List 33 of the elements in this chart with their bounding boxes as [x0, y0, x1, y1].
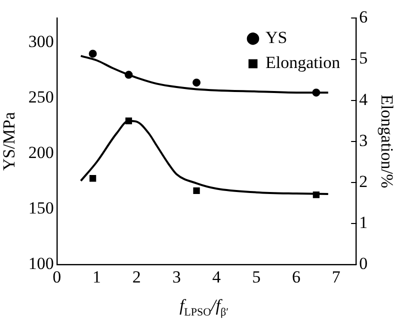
point: [312, 88, 320, 97]
point: [193, 187, 200, 194]
x-tick-label: 0: [52, 267, 62, 286]
y2-tick-label: 1: [359, 213, 368, 232]
y-tick-label: 200: [28, 143, 54, 162]
legend-label: YS: [266, 28, 288, 48]
y-tick-label: 150: [28, 198, 54, 218]
y2-axis-title: Elongation/%: [377, 94, 396, 188]
y2-tick-label: 6: [359, 8, 368, 27]
point: [88, 50, 97, 58]
x-tick-label: 1: [92, 267, 102, 286]
y-axis-title: YS/MPa: [0, 112, 19, 171]
legend-label: Elongation: [266, 53, 341, 72]
y2-tick-label: 2: [359, 172, 368, 191]
x-axis-title: f$_{LPSO}$/f$_{β′}$: [178, 296, 230, 318]
y-tick-label: 100: [28, 254, 54, 274]
y2-tick-label: 3: [359, 130, 368, 150]
x-tick-label: 3: [172, 267, 181, 286]
point: [192, 78, 201, 87]
y2-tick-label: 0: [359, 254, 368, 274]
y-tick-label: 300: [28, 32, 54, 52]
point: [312, 191, 320, 198]
x-tick-label: 7: [332, 267, 341, 286]
point: [124, 70, 133, 79]
point: [89, 175, 96, 182]
x-tick-label: 4: [212, 267, 222, 286]
x-tick-label: 2: [132, 267, 141, 286]
x-tick-label: 5: [252, 267, 261, 286]
point: [125, 118, 132, 124]
y2-tick-label: 4: [359, 90, 368, 109]
x-tick-label: 6: [292, 267, 301, 286]
y-tick-label: 250: [28, 88, 54, 107]
y2-tick-label: 5: [359, 48, 368, 68]
